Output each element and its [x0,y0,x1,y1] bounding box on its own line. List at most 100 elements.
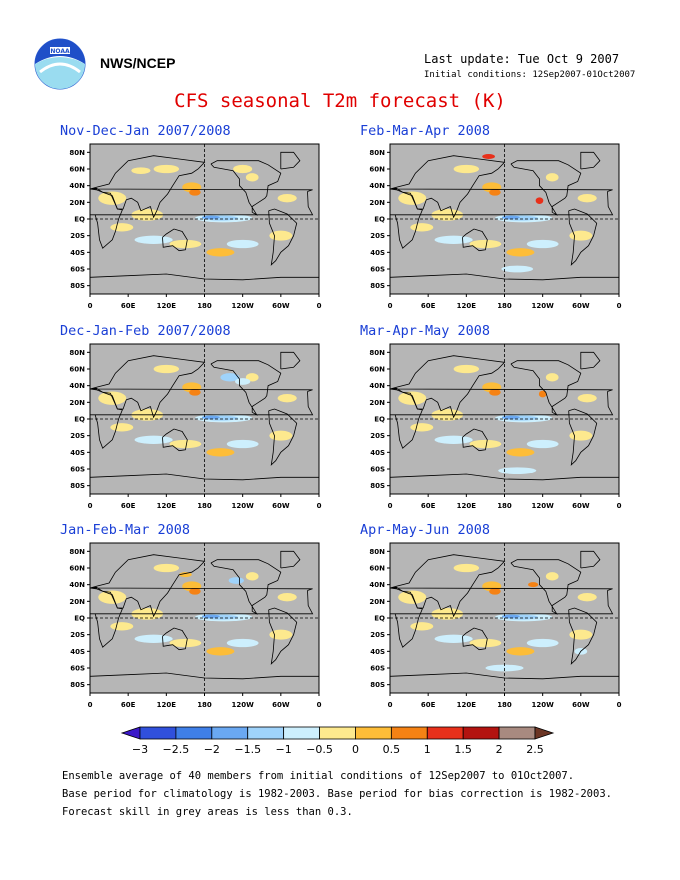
lat-tick-label: 80N [69,548,85,556]
lat-tick-label: 60S [370,266,385,274]
lat-tick-label: 60N [69,366,85,374]
lon-tick-label: 180 [197,502,212,510]
lon-tick-label: 0 [388,502,393,510]
coastline [580,351,601,370]
colorbar-label: 2.5 [526,743,544,756]
lat-tick-label: 40S [370,648,385,656]
coastline [510,360,582,416]
anomaly-patch [410,223,434,232]
colorbar-label: −0.5 [306,743,333,756]
map-panel: Feb-Mar-Apr 2008 80N 60N 40N 20N EQ 20S 40S 60S… [360,123,635,313]
anomaly-patch [569,430,593,441]
anomaly-patch [569,629,593,640]
lon-tick-label: 60W [272,701,290,709]
lon-tick-label: 120E [157,302,177,310]
lat-tick-label: 20N [369,598,385,606]
lon-tick-label: 0 [317,701,322,709]
lat-tick-label: EQ [374,216,385,224]
colorbar-label: 0 [352,743,359,756]
lon-tick-label: 0 [617,302,622,310]
lat-tick-label: 40S [70,449,85,457]
lon-tick-label: 60W [272,502,290,510]
coastline [580,550,601,569]
lon-tick-label: 120W [531,302,554,310]
anomaly-patch [410,423,434,432]
lon-tick-label: 120W [231,302,254,310]
lon-tick-label: 0 [317,502,322,510]
lon-tick-label: 60E [121,302,136,310]
anomaly-patch [526,638,559,648]
anomaly-patch [206,248,235,257]
anomaly-patch [526,239,559,249]
lat-tick-label: 20N [69,399,85,407]
coastline [510,160,582,216]
map-panel: Apr-May-Jun 2008 80N 60N 40N 20N EQ 20S 40S 60S… [360,522,635,712]
skill-note: Forecast skill in grey areas is less tha… [62,806,353,818]
coastline [510,559,582,615]
lat-tick-label: 60S [70,466,85,474]
organization-label: NWS/NCEP [100,55,176,71]
forecast-map: 80N 60N 40N 20N EQ 20S 40S 60S 80S 0 60E 120E 180 120… [69,542,322,709]
lon-tick-label: 0 [617,502,622,510]
lat-tick-label: 60S [370,665,385,673]
coastline [210,160,282,216]
anomaly-patch [169,239,202,249]
lat-tick-label: 40N [69,182,85,190]
anomaly-patch [489,389,501,396]
noaa-logo: NOAA [34,38,86,90]
lon-tick-label: 60W [572,502,590,510]
anomaly-patch [228,577,244,584]
map-panel: Dec-Jan-Feb 2007/2008 80N 60N 40N 20N EQ 20S 4… [60,323,335,513]
anomaly-patch [153,164,180,174]
lat-tick-label: 20N [69,199,85,207]
anomaly-patch [110,622,134,631]
figure-title: CFS seasonal T2m forecast (K) [174,90,506,112]
lat-tick-label: 40N [69,382,85,390]
coastline [390,387,614,449]
anomaly-patch [189,588,201,595]
lat-tick-label: 80S [370,482,385,490]
coastline [90,586,314,648]
anomaly-patch [189,189,201,196]
anomaly-patch [189,389,201,396]
anomaly-patch [269,629,293,640]
colorbar-label: −3 [132,743,148,756]
lon-tick-label: 0 [388,302,393,310]
anomaly-patch [526,439,559,449]
lon-tick-label: 0 [88,302,93,310]
base-period-note: Base period for climatology is 1982-2003… [62,788,612,800]
anomaly-patch [482,154,495,159]
lat-tick-label: 20N [369,199,385,207]
colorbar-arrow-left [120,726,141,740]
anomaly-patch [226,239,259,249]
anomaly-patch [569,230,593,241]
colorbar-swatch [355,726,392,740]
colorbar-label: 1.5 [454,743,472,756]
anomaly-patch [410,622,434,631]
coastline [568,208,598,266]
lon-tick-label: 180 [197,302,212,310]
lat-tick-label: EQ [74,416,85,424]
coastline [280,151,301,170]
lat-tick-label: 60N [69,565,85,573]
panel-title: Mar-Apr-May 2008 [360,323,491,339]
svg-text:NOAA: NOAA [50,48,70,55]
lat-tick-label: 20N [369,399,385,407]
anomaly-patch [489,189,501,196]
colorbar-label: −2 [204,743,220,756]
lat-tick-label: 60N [369,366,385,374]
lon-tick-label: 60W [572,302,590,310]
anomaly-patch [169,439,202,449]
anomaly-patch [269,230,293,241]
anomaly-patch [535,197,544,204]
anomaly-patch [201,614,220,618]
lat-tick-label: 80N [369,349,385,357]
lon-tick-label: 120W [531,502,554,510]
colorbar-label: 1 [424,743,431,756]
anomaly-patch [506,647,535,656]
coastline [268,408,298,466]
anomaly-patch [528,582,539,588]
anomaly-patch [538,390,547,398]
anomaly-patch [469,638,502,648]
anomaly-patch [453,563,480,573]
